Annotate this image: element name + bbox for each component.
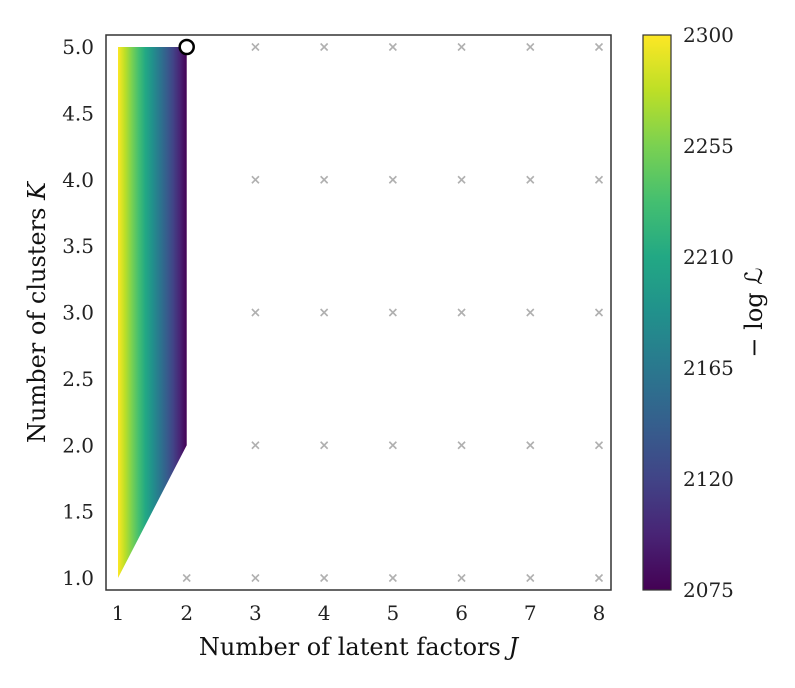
x-tick-label: 6	[455, 601, 468, 625]
y-axis-ticks: 1.0 1.5 2.0 2.5 3.0 3.5 4.0 4.5 5.0	[62, 35, 94, 590]
x-marker	[526, 175, 535, 184]
colorbar-tick-label: 2210	[683, 245, 734, 269]
y-tick-label: 4.0	[62, 168, 94, 192]
x-marker	[388, 308, 397, 317]
y-tick-label: 2.5	[62, 367, 94, 391]
x-marker	[320, 42, 329, 52]
y-tick-label: 2.0	[62, 433, 94, 457]
x-axis-label: Number of latent factors J	[199, 633, 520, 661]
colorbar-tick-label: 2300	[683, 23, 734, 47]
x-marker	[594, 42, 604, 52]
x-tick-label: 3	[249, 601, 262, 625]
x-marker	[251, 42, 260, 52]
x-axis-ticks: 1 2 3 4 5 6 7 8	[112, 601, 606, 625]
x-tick-label: 4	[318, 601, 331, 625]
x-marker	[388, 441, 397, 450]
y-tick-label: 1.5	[62, 500, 94, 524]
y-tick-label: 5.0	[62, 35, 94, 59]
y-tick-label: 4.5	[62, 101, 94, 125]
x-marker	[457, 308, 466, 317]
x-marker	[457, 441, 466, 450]
x-marker	[320, 441, 329, 450]
x-tick-label: 2	[180, 601, 193, 625]
x-tick-label: 1	[112, 601, 125, 625]
colorbar-tick-label: 2255	[683, 134, 734, 158]
y-tick-label: 3.0	[62, 301, 94, 325]
x-marker	[251, 308, 260, 317]
x-marker	[457, 175, 466, 184]
x-marker	[526, 308, 535, 317]
colorbar-tick-label: 2075	[683, 578, 734, 602]
y-tick-label: 3.5	[62, 234, 94, 258]
x-marker	[526, 42, 535, 52]
colorbar-label: − log ℒ	[740, 267, 768, 357]
colorbar: 2075 2120 2165 2210 2255 2300	[642, 23, 734, 602]
x-tick-label: 8	[593, 601, 606, 625]
plot-area	[105, 34, 612, 591]
y-axis-label: Number of clusters K	[23, 180, 51, 443]
colorbar-tick-label: 2165	[683, 356, 734, 380]
x-marker	[594, 573, 604, 583]
colorbar-tick-label: 2120	[683, 467, 734, 491]
x-tick-label: 7	[524, 601, 537, 625]
x-marker	[594, 175, 604, 184]
filled-region	[118, 47, 187, 578]
x-marker	[457, 42, 466, 52]
x-marker	[182, 573, 191, 583]
x-marker	[251, 573, 260, 583]
x-marker	[320, 175, 329, 184]
x-marker	[251, 175, 260, 184]
x-marker	[388, 175, 397, 184]
x-marker	[526, 573, 535, 583]
x-marker	[388, 573, 397, 583]
x-tick-label: 5	[386, 601, 399, 625]
x-marker	[251, 441, 260, 450]
colorbar-gradient	[642, 34, 672, 591]
x-marker	[457, 573, 466, 583]
x-marker	[594, 441, 604, 450]
axes-frame	[105, 34, 612, 591]
optimum-marker	[178, 38, 195, 56]
y-tick-label: 1.0	[62, 566, 94, 590]
x-marker	[388, 42, 397, 52]
x-marker	[320, 573, 329, 583]
x-marker	[526, 441, 535, 450]
x-marker	[594, 308, 604, 317]
x-marker	[320, 308, 329, 317]
